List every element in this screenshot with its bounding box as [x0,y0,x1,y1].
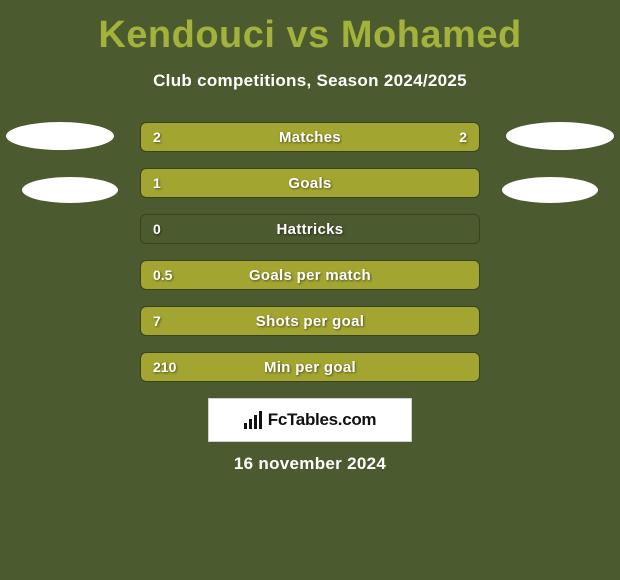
stat-row: Shots per goal7 [140,306,480,336]
stat-label: Min per goal [141,353,479,381]
stat-value-left: 2 [153,123,161,151]
stat-label: Goals per match [141,261,479,289]
stat-value-left: 1 [153,169,161,197]
player-left-shape-1 [6,122,114,150]
stat-label: Hattricks [141,215,479,243]
stat-value-left: 210 [153,353,176,381]
stat-row: Matches2 2 [140,122,480,152]
subtitle: Club competitions, Season 2024/2025 [0,71,620,91]
stat-row: Goals1 [140,168,480,198]
stat-row: Goals per match0.5 [140,260,480,290]
stat-label: Matches [141,123,479,151]
player-right-shape-1 [506,122,614,150]
stat-value-right: 2 [459,123,467,151]
stat-row: Hattricks0 [140,214,480,244]
player-left-shape-2 [22,177,118,203]
fctables-badge[interactable]: FcTables.com [208,398,412,442]
stat-row: Min per goal210 [140,352,480,382]
stat-value-left: 0 [153,215,161,243]
stat-bars: Matches2 2 Goals1 Hattricks0 Goals per match… [140,122,480,398]
fctables-text: FcTables.com [268,410,377,430]
date-label: 16 november 2024 [0,454,620,474]
stat-value-left: 7 [153,307,161,335]
fctables-icon [244,411,262,429]
stat-label: Goals [141,169,479,197]
stat-value-left: 0.5 [153,261,172,289]
player-right-shape-2 [502,177,598,203]
page-title: Kendouci vs Mohamed [0,0,620,57]
stat-label: Shots per goal [141,307,479,335]
